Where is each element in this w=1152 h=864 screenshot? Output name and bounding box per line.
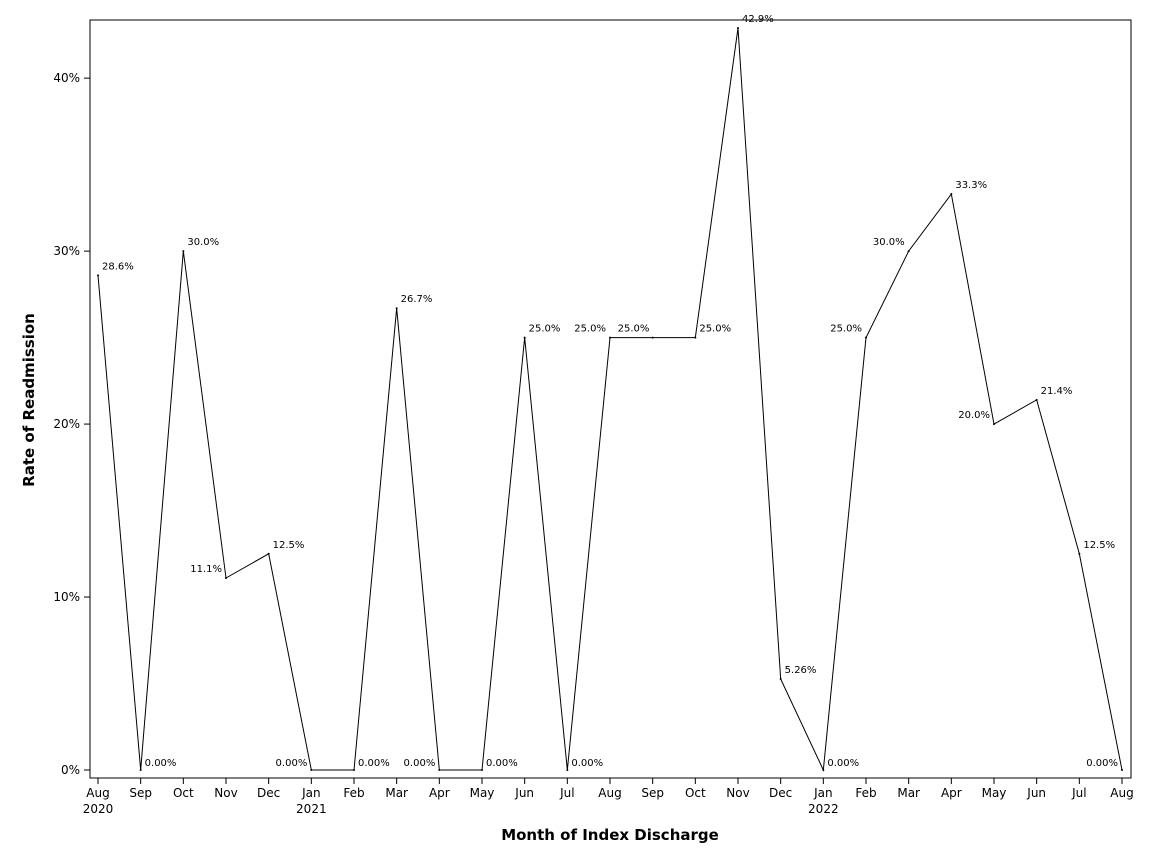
data-label: 25.0% [529, 324, 561, 335]
x-tick-label: Jun [1026, 786, 1046, 800]
x-tick-label: Jan [813, 786, 833, 800]
data-point [225, 577, 227, 580]
data-label: 30.0% [873, 237, 905, 248]
x-tick-label: Jun [514, 786, 534, 800]
x-tick-label: Sep [129, 786, 152, 800]
data-label: 25.0% [574, 324, 606, 335]
data-label: 25.0% [618, 324, 650, 335]
x-tick-label: Sep [641, 786, 664, 800]
data-point [139, 769, 142, 771]
data-point [609, 336, 611, 339]
data-label: 11.1% [190, 564, 222, 575]
x-tick-label: Jul [559, 786, 574, 800]
data-point [182, 250, 185, 253]
data-point [907, 250, 910, 253]
x-tick-label: Mar [385, 786, 408, 800]
data-point [566, 769, 569, 771]
data-point [481, 769, 483, 771]
data-label: 42.9% [742, 14, 774, 25]
y-axis: 0% 10% 20% 30% 40% [53, 71, 90, 777]
data-point [1121, 769, 1123, 771]
data-label: 0.00% [827, 758, 859, 769]
x-tick-label: Jul [1071, 786, 1086, 800]
y-tick-label: 10% [53, 590, 80, 604]
data-point [737, 27, 739, 29]
readmission-series [97, 27, 1123, 772]
x-tick-year-label: 2021 [296, 802, 327, 816]
data-label: 0.00% [276, 758, 308, 769]
data-label: 0.00% [145, 758, 177, 769]
data-label: 21.4% [1041, 386, 1073, 397]
data-point [97, 274, 99, 277]
y-tick-label: 30% [53, 244, 80, 258]
data-label: 20.0% [958, 410, 990, 421]
x-tick-label: May [982, 786, 1007, 800]
series-line [97, 27, 1123, 772]
data-label: 30.0% [187, 237, 219, 248]
x-tick-label: Apr [941, 786, 962, 800]
x-tick-year-label: 2020 [83, 802, 114, 816]
data-label: 0.00% [404, 758, 436, 769]
x-tick-label: Mar [897, 786, 920, 800]
x-tick-label: Dec [769, 786, 792, 800]
data-label: 0.00% [486, 758, 518, 769]
y-axis-title: Rate of Readmission [20, 313, 38, 487]
data-point [353, 769, 355, 771]
data-point [523, 336, 526, 339]
data-labels: 28.6% 0.00% 30.0% 11.1% 12.5% 0.00% 0.00% 26.7%… [102, 14, 1118, 769]
y-tick-label: 0% [61, 763, 80, 777]
x-tick-label: Apr [429, 786, 450, 800]
data-point [865, 336, 867, 339]
x-tick-label: Jan [301, 786, 321, 800]
data-label: 5.26% [785, 665, 817, 676]
data-point [694, 336, 697, 339]
x-tick-label: Oct [173, 786, 194, 800]
data-label: 12.5% [1083, 540, 1115, 551]
data-point [822, 769, 825, 771]
x-axis-title: Month of Index Discharge [501, 826, 719, 844]
data-point [1078, 552, 1081, 555]
data-label: 26.7% [401, 294, 433, 305]
x-tick-label: Nov [726, 786, 749, 800]
data-point [310, 769, 313, 771]
data-point [395, 307, 398, 310]
data-label: 25.0% [699, 324, 731, 335]
data-label: 33.3% [955, 180, 987, 191]
x-tick-label: Aug [86, 786, 109, 800]
data-point [651, 336, 654, 339]
plot-frame [89, 19, 1132, 779]
data-point [779, 678, 782, 681]
data-point [267, 552, 270, 555]
data-label: 28.6% [102, 261, 134, 272]
x-tick-label: Feb [343, 786, 364, 800]
data-point [1035, 398, 1038, 401]
data-label: 0.00% [571, 758, 603, 769]
y-tick-label: 20% [53, 417, 80, 431]
y-tick-label: 40% [53, 71, 80, 85]
x-tick-label: Nov [214, 786, 237, 800]
x-tick-label: Oct [685, 786, 706, 800]
data-point [438, 769, 441, 771]
data-label: 12.5% [273, 540, 305, 551]
data-label: 0.00% [1086, 758, 1118, 769]
x-tick-label: Aug [598, 786, 621, 800]
data-point [993, 423, 995, 426]
data-point [950, 193, 953, 196]
x-tick-label: Aug [1110, 786, 1133, 800]
x-tick-label: May [470, 786, 495, 800]
data-label: 0.00% [358, 758, 390, 769]
data-label: 25.0% [830, 324, 862, 335]
x-tick-year-label: 2022 [808, 802, 839, 816]
x-tick-label: Dec [257, 786, 280, 800]
x-axis: Aug 2020 Sep Oct Nov Dec Jan 2021 Feb Mar Apr May Ju… [83, 778, 1134, 816]
x-tick-label: Feb [855, 786, 876, 800]
